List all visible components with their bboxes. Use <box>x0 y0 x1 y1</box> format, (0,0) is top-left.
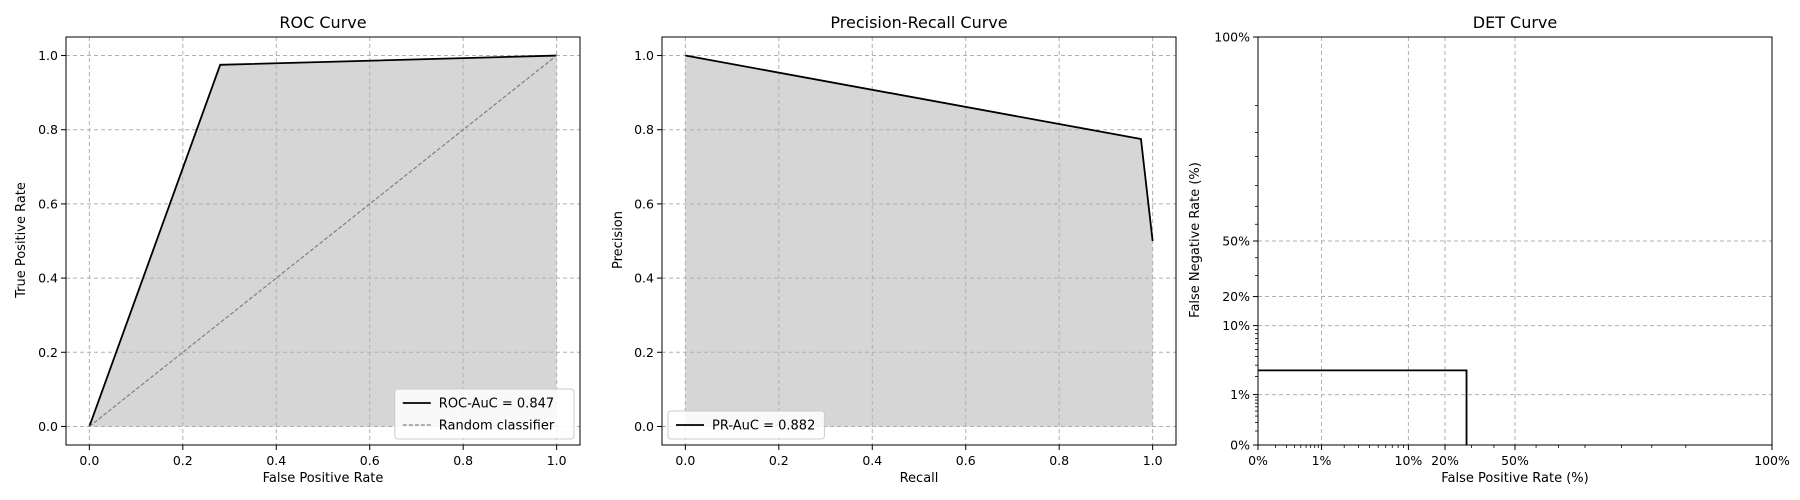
det-ytick-label: 50% <box>1222 234 1250 249</box>
pr-xtick-label: 0.4 <box>862 453 882 468</box>
pr-xtick-label: 0.0 <box>675 453 695 468</box>
roc-xtick-label: 0.6 <box>360 453 380 468</box>
pr-xtick-label: 1.0 <box>1143 453 1163 468</box>
det-xtick-label: 10% <box>1395 453 1423 468</box>
det-xtick-label: 0% <box>1248 453 1268 468</box>
det-ylabel: False Negative Rate (%) <box>1188 162 1203 318</box>
roc-xtick-label: 0.8 <box>453 453 473 468</box>
roc-legend-label: Random classifier <box>439 419 555 434</box>
roc-legend-label: ROC-AuC = 0.847 <box>439 397 554 412</box>
roc-ytick-label: 0.8 <box>38 122 58 137</box>
det-ytick-label: 20% <box>1222 289 1250 304</box>
det-panel: DET Curve 0% 1% 10% 20% 50% 100% 0% 1% 10% 20% 50%… <box>1188 13 1790 486</box>
pr-ylabel: Precision <box>611 211 626 269</box>
roc-axes-frame <box>65 36 581 446</box>
roc-xlabel: False Positive Rate <box>263 471 384 486</box>
pr-xtick-label: 0.6 <box>956 453 976 468</box>
roc-series-line-0 <box>88 54 557 427</box>
pr-panel: Precision-Recall Curve 0.0 0.2 0.4 0.6 0.8 1.… <box>611 13 1177 486</box>
det-xtick-label: 100% <box>1754 453 1790 468</box>
pr-area-fill <box>685 55 1153 427</box>
pr-ytick-label: 0.8 <box>634 122 654 137</box>
pr-legend: PR-AuC = 0.882 <box>667 410 825 440</box>
roc-ytick-label: 1.0 <box>38 48 58 63</box>
roc-xtick-label: 0.4 <box>266 453 286 468</box>
roc-ytick-label: 0.4 <box>38 271 58 286</box>
roc-legend-box <box>394 388 575 440</box>
det-ytick-label: 100% <box>1214 30 1250 45</box>
roc-xtick-label: 0.0 <box>79 453 99 468</box>
roc-ytick-label: 0.2 <box>38 345 58 360</box>
pr-ytick-label: 1.0 <box>634 48 654 63</box>
pr-title: Precision-Recall Curve <box>830 13 1007 32</box>
roc-panel: ROC Curve 0.0 0.2 0.4 0.6 0.8 1.0 0.0 0.2 0.4 0.6… <box>14 13 581 486</box>
pr-ytick-label: 0.6 <box>634 196 654 211</box>
pr-axes-frame <box>661 36 1177 446</box>
det-xtick-label: 20% <box>1431 453 1459 468</box>
pr-ytick-label: 0.4 <box>634 271 654 286</box>
roc-xtick-label: 0.2 <box>173 453 193 468</box>
roc-ytick-label: 0.0 <box>38 419 58 434</box>
roc-xtick-label: 1.0 <box>547 453 567 468</box>
pr-ytick-label: 0.2 <box>634 345 654 360</box>
det-ytick-label: 1% <box>1230 387 1250 402</box>
roc-ylabel: True Positive Rate <box>14 182 29 299</box>
roc-ytick-label: 0.6 <box>38 196 58 211</box>
pr-xtick-label: 0.8 <box>1049 453 1069 468</box>
det-xtick-label: 1% <box>1312 453 1332 468</box>
pr-ytick-label: 0.0 <box>634 419 654 434</box>
roc-title: ROC Curve <box>279 13 366 32</box>
det-ytick-label: 10% <box>1222 318 1250 333</box>
det-xtick-label: 50% <box>1501 453 1529 468</box>
det-ytick-label: 0% <box>1230 438 1250 453</box>
pr-series-line-0 <box>685 54 1154 242</box>
det-series-line-0 <box>1258 369 1468 445</box>
det-title: DET Curve <box>1473 13 1558 32</box>
pr-xlabel: Recall <box>900 471 939 486</box>
pr-legend-label: PR-AuC = 0.882 <box>712 419 815 434</box>
det-xlabel: False Positive Rate (%) <box>1441 471 1588 486</box>
roc-series-line-1 <box>88 55 558 427</box>
pr-xtick-label: 0.2 <box>769 453 789 468</box>
pr-legend-box <box>667 410 825 440</box>
roc-legend: ROC-AuC = 0.847 Random classifier <box>394 388 575 440</box>
